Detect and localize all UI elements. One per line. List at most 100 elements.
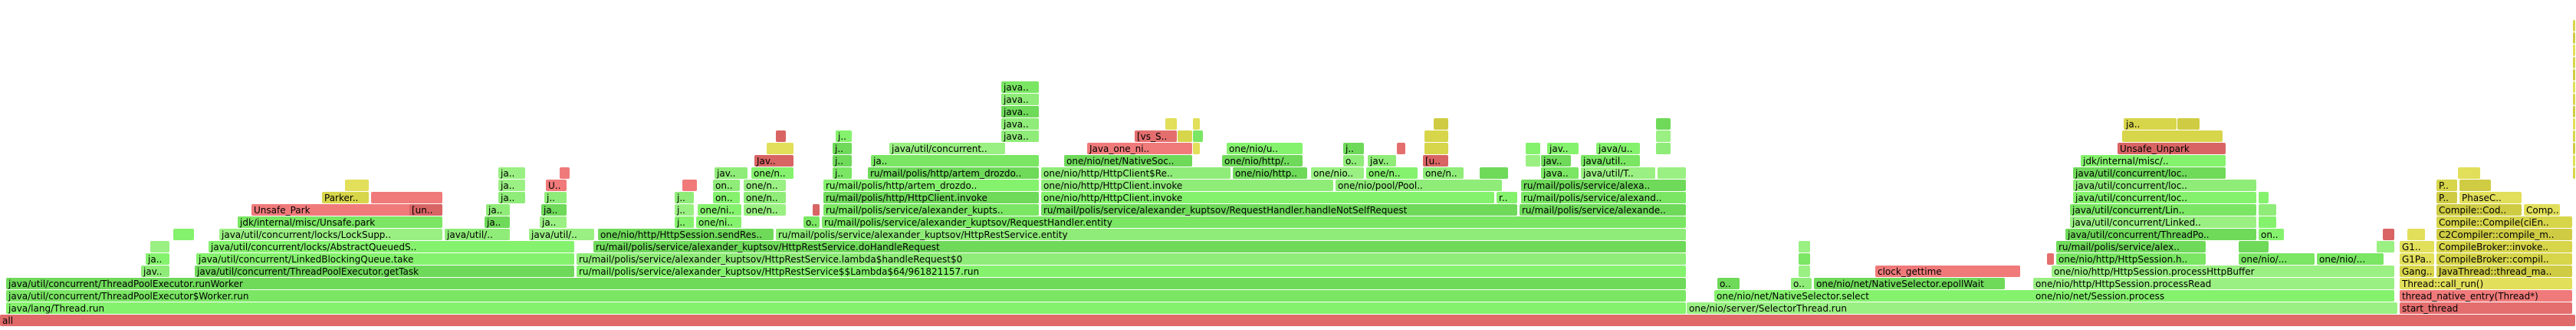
- flame-frame-bar[interactable]: [2400, 266, 2434, 277]
- flame-frame[interactable]: java/util/..: [529, 229, 594, 240]
- flame-frame-bar[interactable]: [1135, 130, 1177, 142]
- flame-frame-bar[interactable]: [833, 155, 852, 167]
- flame-frame[interactable]: jav..: [141, 266, 169, 277]
- flame-frame[interactable]: [1397, 143, 1405, 154]
- flame-frame-bar[interactable]: [577, 253, 1686, 265]
- flame-frame-bar[interactable]: [173, 229, 194, 240]
- flame-frame-bar[interactable]: [1178, 130, 1192, 142]
- flame-frame-bar[interactable]: [889, 143, 1005, 154]
- flame-frame-bar[interactable]: [1423, 167, 1464, 179]
- flame-frame-bar[interactable]: [1791, 278, 1812, 289]
- flame-frame[interactable]: U..: [546, 180, 567, 191]
- flame-frame[interactable]: java..: [1001, 118, 1039, 130]
- flame-frame-bar[interactable]: [2573, 69, 2575, 81]
- flame-frame[interactable]: [1526, 155, 1540, 167]
- flame-frame-bar[interactable]: [675, 216, 694, 228]
- flame-frame[interactable]: [813, 204, 820, 216]
- flame-frame[interactable]: [1434, 118, 1448, 130]
- flame-frame[interactable]: [2573, 143, 2575, 154]
- flame-frame[interactable]: [2573, 167, 2575, 179]
- flame-frame-bar[interactable]: [2317, 253, 2384, 265]
- flame-frame-bar[interactable]: [833, 143, 852, 154]
- flame-frame-bar[interactable]: [823, 204, 1039, 216]
- flame-frame-bar[interactable]: [1001, 118, 1039, 130]
- flame-frame[interactable]: [1424, 130, 1448, 142]
- flame-frame-bar[interactable]: [2407, 229, 2425, 240]
- flame-frame-bar[interactable]: [546, 180, 567, 191]
- flame-frame[interactable]: one/nio/http/..: [1222, 155, 1303, 167]
- flame-frame-bar[interactable]: [751, 167, 794, 179]
- flame-frame-bar[interactable]: [2070, 216, 2256, 228]
- flame-frame-bar[interactable]: [2573, 118, 2575, 130]
- flame-frame-bar[interactable]: [146, 253, 169, 265]
- flame-frame-bar[interactable]: [2573, 32, 2575, 44]
- flame-frame-bar[interactable]: [1423, 155, 1448, 167]
- flame-frame[interactable]: j..: [833, 155, 852, 167]
- flame-frame[interactable]: ja..: [540, 216, 567, 228]
- flame-frame-bar[interactable]: [1521, 192, 1686, 203]
- flame-frame[interactable]: [2573, 32, 2575, 44]
- flame-frame[interactable]: [345, 180, 369, 191]
- flame-frame-bar[interactable]: [2259, 229, 2284, 240]
- flame-frame[interactable]: one/nio/...: [2239, 253, 2315, 265]
- flame-frame-bar[interactable]: [776, 229, 1686, 240]
- flame-frame[interactable]: o..: [803, 216, 820, 228]
- flame-frame[interactable]: [1799, 241, 1810, 252]
- flame-frame[interactable]: G1Pa..: [2400, 253, 2434, 265]
- flame-frame-bar[interactable]: [2118, 143, 2226, 154]
- flame-frame[interactable]: [2458, 167, 2480, 179]
- flame-frame-bar[interactable]: [1001, 130, 1039, 142]
- flame-frame-bar[interactable]: [1087, 143, 1192, 154]
- flame-frame[interactable]: C2Compiler::compile_m..: [2436, 229, 2572, 240]
- flame-frame-bar[interactable]: [2524, 204, 2560, 216]
- flame-frame[interactable]: [1526, 143, 1540, 154]
- flame-frame[interactable]: java/util/concurrent/loc..: [2073, 167, 2226, 179]
- flame-frame[interactable]: java/util/concurrent/locks/AbstractQueue…: [209, 241, 574, 252]
- flame-frame-bar[interactable]: [1001, 106, 1039, 117]
- flame-frame-bar[interactable]: [823, 192, 1039, 203]
- flame-frame-bar[interactable]: [868, 167, 1039, 179]
- flame-frame-bar[interactable]: [593, 241, 1686, 252]
- flame-frame-bar[interactable]: [1233, 167, 1307, 179]
- flame-frame-bar[interactable]: [833, 167, 852, 179]
- flame-frame-bar[interactable]: [1064, 155, 1192, 167]
- flame-frame[interactable]: Jav..: [754, 155, 794, 167]
- flame-frame-bar[interactable]: [6, 290, 1686, 302]
- flame-frame[interactable]: java/u..: [1596, 143, 1640, 154]
- flame-frame-bar[interactable]: [2573, 143, 2575, 154]
- flame-frame-bar[interactable]: [541, 204, 567, 216]
- flame-frame[interactable]: P..: [2436, 192, 2457, 203]
- flame-frame[interactable]: one/n..: [744, 180, 786, 191]
- flame-frame[interactable]: one/nio/u..: [1227, 143, 1303, 154]
- flame-frame-bar[interactable]: [2436, 253, 2572, 265]
- flame-frame[interactable]: CompileBroker::invoke..: [2436, 241, 2572, 252]
- flame-frame[interactable]: Thread::call_run(): [2400, 278, 2572, 289]
- flame-frame-bar[interactable]: [2056, 253, 2206, 265]
- flame-frame-bar[interactable]: [1526, 155, 1540, 167]
- flame-frame-bar[interactable]: [2065, 229, 2256, 240]
- flame-frame[interactable]: start_thread: [2400, 302, 2572, 314]
- flame-frame[interactable]: [2047, 253, 2054, 265]
- flame-frame-bar[interactable]: [1656, 118, 1671, 130]
- flame-frame-bar[interactable]: [196, 253, 574, 265]
- flame-frame[interactable]: [2259, 204, 2276, 216]
- flame-frame[interactable]: [2122, 130, 2223, 142]
- flame-frame-bar[interactable]: [0, 315, 2575, 326]
- flame-frame[interactable]: on..: [2259, 229, 2284, 240]
- flame-frame-bar[interactable]: [1596, 143, 1640, 154]
- flame-frame-bar[interactable]: [2573, 94, 2575, 105]
- flame-frame[interactable]: [173, 229, 194, 240]
- flame-frame-bar[interactable]: [2239, 253, 2315, 265]
- flame-frame[interactable]: java/util/concurrent/ThreadPoolExecutor.…: [195, 266, 574, 277]
- flame-frame[interactable]: ru/mail/polis/service/alexander_kuptsov/…: [593, 241, 1686, 252]
- flame-frame[interactable]: java..: [1001, 130, 1039, 142]
- flame-frame[interactable]: java/util/concurrent/ThreadPoolExecutor$…: [6, 290, 1686, 302]
- flame-frame[interactable]: P..: [2436, 180, 2457, 191]
- flame-frame-bar[interactable]: [675, 192, 694, 203]
- flame-frame-bar[interactable]: [2573, 155, 2575, 167]
- flame-frame[interactable]: all: [0, 315, 2575, 326]
- flame-frame[interactable]: [2573, 69, 2575, 81]
- flame-frame[interactable]: jav..: [1547, 143, 1579, 154]
- flame-frame[interactable]: ja..: [498, 192, 525, 203]
- flame-frame-bar[interactable]: [1193, 143, 1200, 154]
